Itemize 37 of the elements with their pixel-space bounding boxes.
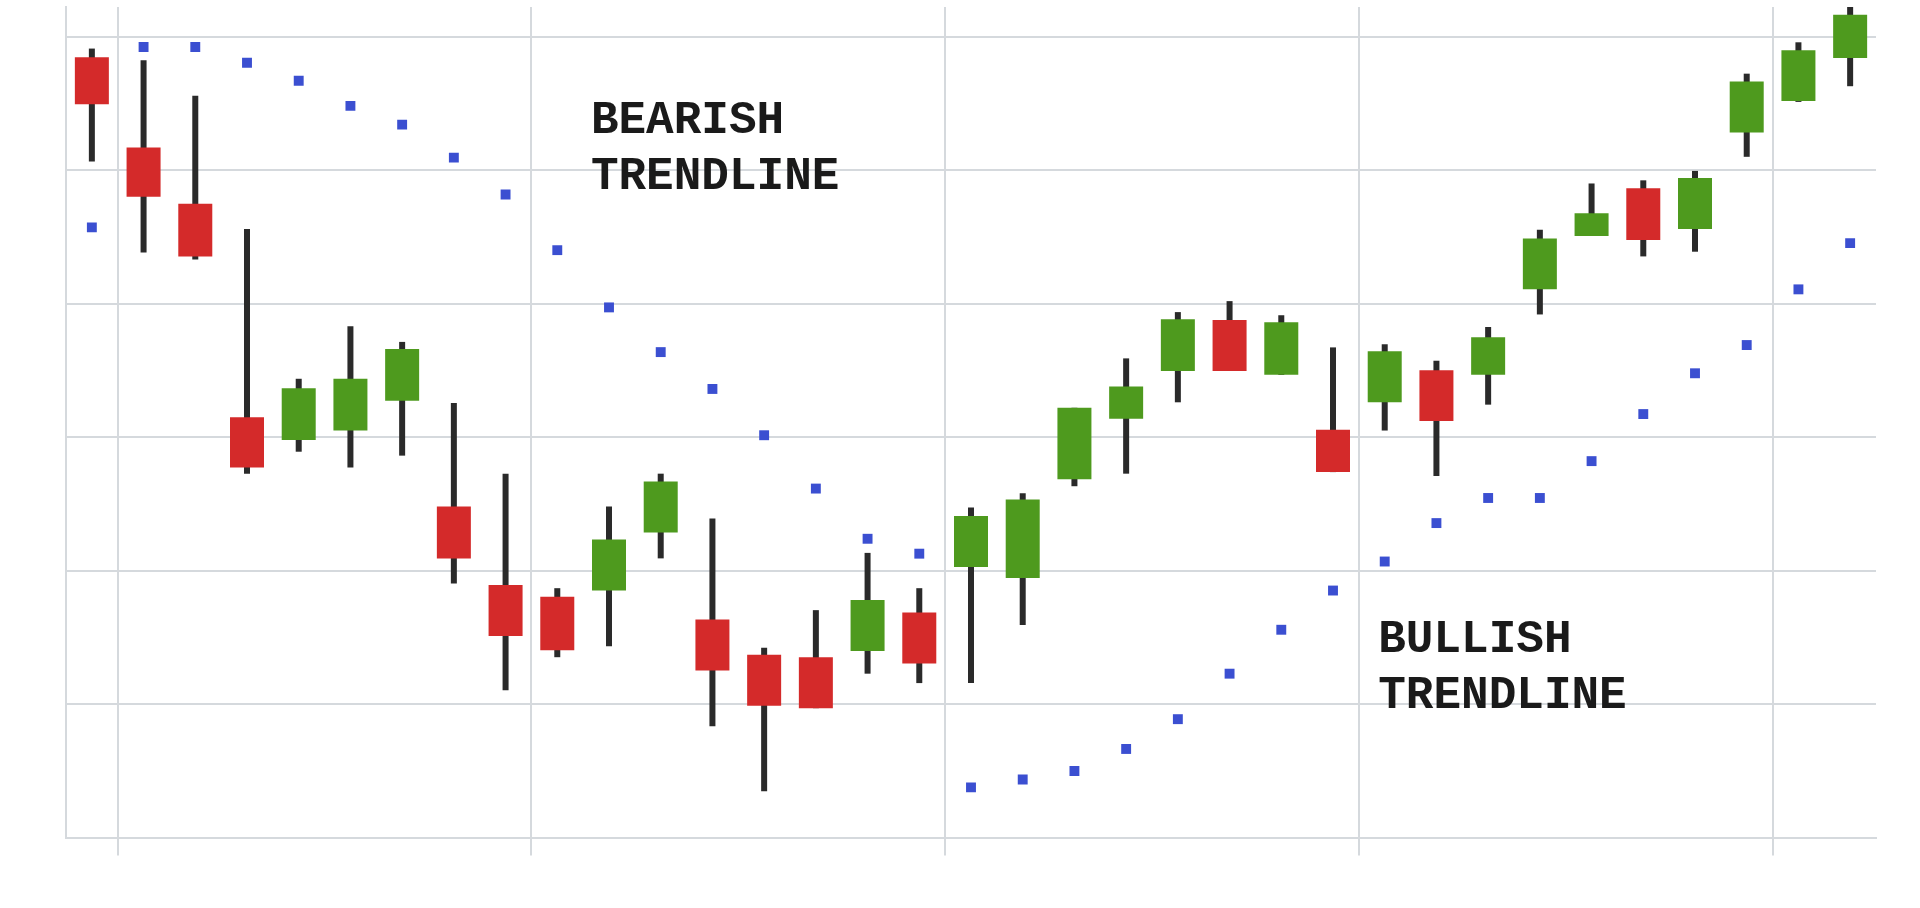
- point: [1586, 456, 1597, 467]
- point: [293, 75, 304, 86]
- point: [397, 119, 408, 130]
- annotation: BULLISH TRENDLINE: [1378, 614, 1627, 723]
- point: [138, 42, 149, 52]
- point: [1638, 409, 1649, 420]
- point: [1172, 714, 1183, 725]
- point: [1276, 624, 1287, 635]
- point: [448, 152, 459, 163]
- point: [1069, 765, 1080, 776]
- annotation: BEARISH TRENDLINE: [590, 94, 840, 203]
- point: [345, 100, 356, 111]
- point: [1845, 238, 1856, 249]
- point: [1224, 668, 1235, 679]
- point: [862, 533, 873, 544]
- point: [86, 222, 97, 233]
- point: [1793, 284, 1804, 295]
- point: [1121, 744, 1132, 754]
- point: [552, 245, 563, 256]
- point: [1690, 368, 1700, 379]
- point: [914, 548, 925, 559]
- point: [1741, 340, 1752, 350]
- point: [1431, 518, 1442, 529]
- point: [1483, 493, 1494, 503]
- point: [1379, 556, 1390, 567]
- point: [655, 347, 666, 358]
- point: [759, 430, 770, 441]
- point: [500, 189, 511, 200]
- point: [810, 483, 821, 494]
- point: [1017, 774, 1028, 785]
- point: [1328, 585, 1338, 596]
- point: [604, 302, 614, 313]
- point: [1534, 493, 1545, 503]
- point: [190, 42, 201, 52]
- point: [966, 782, 976, 793]
- point: [242, 57, 252, 68]
- point: [707, 384, 718, 394]
